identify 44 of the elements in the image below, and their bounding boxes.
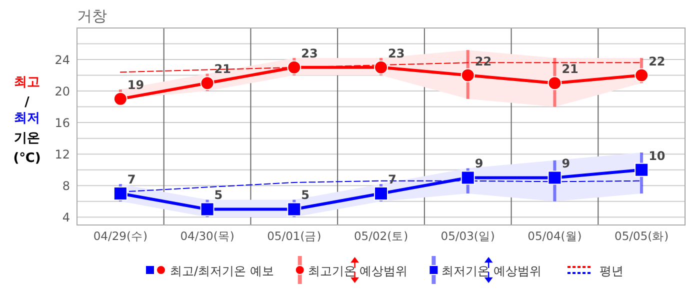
y-tick-label: 8 <box>62 179 70 194</box>
point <box>200 202 214 216</box>
legend-label: 평년 <box>600 264 624 278</box>
data-label: 5 <box>214 188 223 202</box>
data-label: 9 <box>562 156 570 171</box>
y-tick-label: 16 <box>54 116 70 130</box>
point <box>634 162 649 177</box>
data-label: 10 <box>648 148 666 163</box>
x-tick-label: 05/05(화) <box>614 229 669 243</box>
point <box>374 186 388 200</box>
ylabel: 최고/최저 기온 (℃) <box>13 75 41 166</box>
point <box>287 60 302 74</box>
point <box>113 92 128 106</box>
point <box>287 202 302 216</box>
x-tick-label: 05/04(월) <box>528 229 582 243</box>
point <box>200 76 214 90</box>
x-tick-label: 05/01(금) <box>267 229 322 243</box>
x-tick-label: 05/03(일) <box>440 229 495 243</box>
data-label: 5 <box>301 188 310 202</box>
point <box>634 68 649 82</box>
data-label: 23 <box>301 46 318 60</box>
x-tick-label: 04/30(목) <box>180 229 234 243</box>
point <box>460 68 475 82</box>
point <box>374 60 388 74</box>
data-label: 23 <box>388 46 405 60</box>
y-tick-label: 12 <box>54 148 70 162</box>
data-label: 9 <box>474 156 484 171</box>
x-tick-label: 05/02(토) <box>354 229 408 243</box>
y-tick-label: 24 <box>54 53 70 68</box>
data-label: 21 <box>562 62 578 76</box>
chart-title: 거창 <box>77 7 107 25</box>
point <box>548 76 562 90</box>
data-label: 19 <box>127 78 144 92</box>
point <box>460 170 475 185</box>
x-tick-label: 04/29(수) <box>93 229 148 243</box>
y-tick-label: 4 <box>62 210 70 225</box>
legend-label: 최고/최저기온 예보 <box>170 264 274 278</box>
text: 최고기온 예상범위 <box>308 264 408 278</box>
y-tick-label: 20 <box>54 84 70 99</box>
data-label: 22 <box>648 54 666 68</box>
data-label: 7 <box>127 172 136 186</box>
text: 최저기온 예상범위 <box>442 264 542 278</box>
point <box>113 186 128 200</box>
point <box>548 170 562 185</box>
